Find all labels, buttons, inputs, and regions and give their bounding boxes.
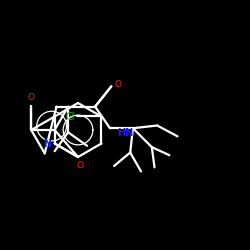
Text: HN: HN bbox=[117, 128, 133, 138]
Text: O: O bbox=[115, 80, 122, 89]
Text: Cl: Cl bbox=[65, 112, 75, 122]
Text: N: N bbox=[43, 140, 51, 149]
Text: O: O bbox=[28, 93, 35, 102]
Text: O: O bbox=[76, 160, 84, 170]
